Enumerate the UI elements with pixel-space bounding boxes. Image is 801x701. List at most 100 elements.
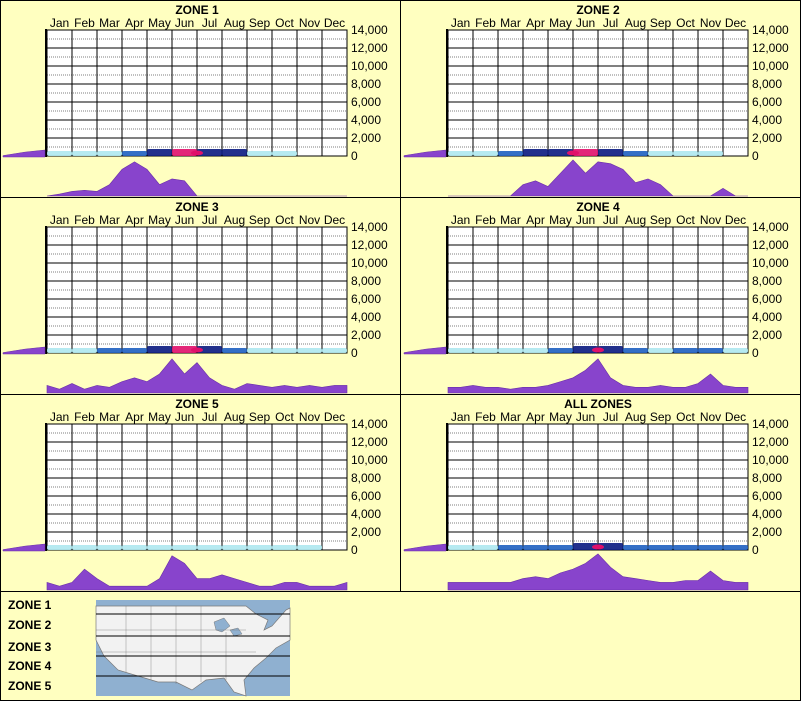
heat-cell [473,545,498,550]
heat-cell [197,545,222,550]
chart-title: ZONE 5 [175,397,219,411]
y-tick-label: 6,000 [752,489,782,503]
heat-cell [523,348,548,353]
month-label: Sep [650,410,672,424]
y-tick-label: 8,000 [351,77,381,91]
chart-title: ALL ZONES [564,397,632,411]
month-label: Jul [202,16,217,30]
heat-cell [297,545,322,550]
y-tick-label: 6,000 [351,292,381,306]
elevation-density [403,346,447,355]
heat-cell [523,149,548,156]
heat-cell [548,348,573,353]
legend-zone-2: ZONE 2 [8,618,52,632]
month-label: Oct [676,16,695,30]
month-label: Jul [603,213,618,227]
legend-zone-1: ZONE 1 [8,598,52,612]
heat-cell [698,151,723,156]
month-label: Oct [275,16,294,30]
heat-cell [673,545,698,550]
heat-cell [723,348,748,353]
heat-cell [548,149,573,156]
month-label: Apr [125,16,144,30]
heat-peak [567,150,579,156]
heat-cell [147,545,172,550]
month-label: Feb [475,16,496,30]
heat-cell [147,149,172,156]
month-label: Jan [50,16,69,30]
y-tick-label: 8,000 [752,77,782,91]
legend-zone-5: ZONE 5 [8,679,52,693]
heat-cell [698,545,723,550]
y-tick-label: 0 [752,149,759,163]
month-label: Mar [500,213,521,227]
month-label: Jan [451,213,470,227]
month-label: Sep [650,16,672,30]
y-tick-label: 10,000 [351,59,388,73]
heat-cell [47,545,72,550]
month-density [46,161,347,197]
month-label: Mar [99,16,120,30]
month-label: Feb [475,213,496,227]
heat-cell [448,151,473,156]
month-label: Mar [500,410,521,424]
month-label: Mar [500,16,521,30]
heat-cell [47,348,72,353]
month-label: Sep [249,410,271,424]
heat-cell [297,348,322,353]
month-label: Feb [74,16,95,30]
heat-cell [698,348,723,353]
month-label: Nov [299,16,320,30]
y-tick-label: 10,000 [752,453,789,467]
heat-cell [197,149,222,156]
y-tick-label: 6,000 [351,489,381,503]
chart-panel-3: ZONE 3 Jan Feb Mar Apr May Jun Jul Aug Sep Oct Nov D… [2,200,388,394]
heat-cell [448,545,473,550]
y-tick-label: 14,000 [351,417,388,431]
zone-map [95,600,291,697]
month-label: Dec [725,16,746,30]
month-label: Feb [475,410,496,424]
month-density [447,553,749,591]
heat-cell [272,348,297,353]
y-tick-label: 4,000 [351,310,381,324]
month-label: Sep [249,213,271,227]
heat-cell [623,545,648,550]
chart-panel-1: ZONE 1 Jan Feb Mar Apr May Jun Jul Aug Sep Oct Nov D… [2,3,388,197]
month-label: Aug [224,16,245,30]
month-label: Sep [650,213,672,227]
heat-cell [598,543,623,550]
heat-cell [598,149,623,156]
month-label: Jun [175,213,194,227]
heat-cell [122,348,147,353]
heat-cell [197,346,222,353]
y-tick-label: 12,000 [752,41,789,55]
month-density [448,159,748,197]
heat-cell [97,545,122,550]
month-label: Dec [725,410,746,424]
y-tick-label: 0 [351,346,358,360]
month-label: Jul [603,410,618,424]
y-tick-label: 6,000 [752,95,782,109]
month-label: Nov [700,16,721,30]
y-tick-label: 2,000 [351,328,381,342]
chart-title: ZONE 1 [175,3,219,17]
y-tick-label: 14,000 [752,220,789,234]
month-label: Jun [576,410,595,424]
month-label: Oct [275,213,294,227]
y-tick-label: 12,000 [351,238,388,252]
month-label: Jul [202,410,217,424]
heat-cell [473,348,498,353]
month-label: Aug [625,213,646,227]
month-label: Apr [125,213,144,227]
chart-title: ZONE 4 [576,200,620,214]
y-tick-label: 10,000 [752,59,789,73]
month-label: Dec [725,213,746,227]
y-tick-label: 14,000 [351,220,388,234]
heat-cell [573,543,598,550]
y-tick-label: 10,000 [752,256,789,270]
heat-cell [47,151,72,156]
chart-title: ZONE 3 [175,200,219,214]
y-tick-label: 12,000 [351,435,388,449]
heat-cell [648,348,673,353]
